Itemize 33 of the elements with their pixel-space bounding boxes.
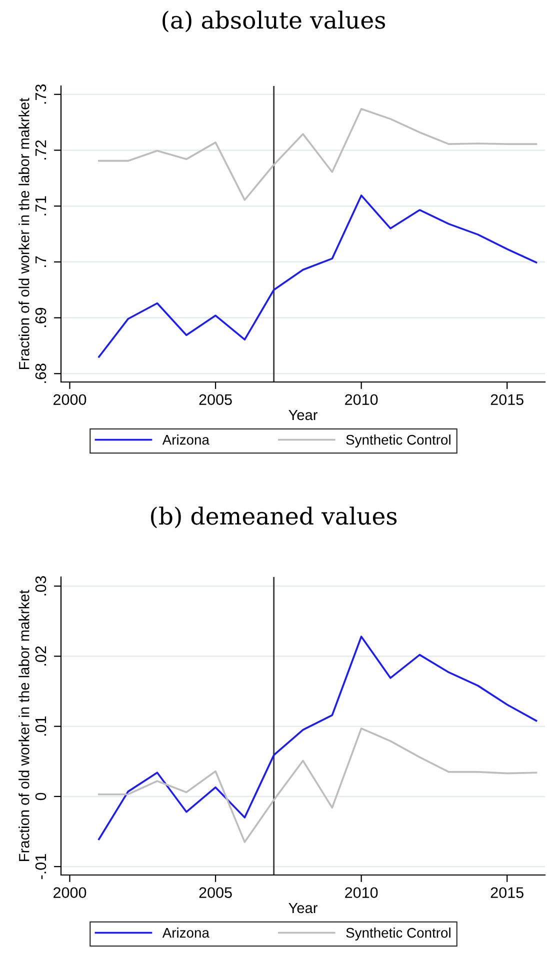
x-axis-title: Year (288, 902, 318, 914)
x-tick-label: 2000 (54, 394, 86, 406)
x-tick-label: 2015 (490, 394, 524, 406)
line-series (98, 636, 538, 840)
y-tick-label: .69 (35, 308, 46, 327)
x-tick-label: 2015 (490, 887, 524, 898)
y-tick-label: .73 (35, 84, 46, 104)
y-tick-label: .68 (35, 364, 46, 383)
x-tick-label: 2005 (199, 394, 232, 406)
x-axis-title: Year (288, 410, 318, 420)
legend-label: Arizona (162, 928, 210, 938)
x-tick-label: 2010 (345, 887, 378, 898)
x-tick-label: 2010 (345, 394, 378, 406)
chart-title: (a) absolute values (162, 10, 386, 32)
y-tick-label: .02 (35, 646, 46, 666)
y-tick-label: .7 (36, 256, 46, 267)
y-tick-label: .72 (35, 140, 46, 160)
y-tick-label: 0 (35, 792, 46, 800)
y-tick-label: -.01 (35, 854, 46, 880)
x-tick-label: 2000 (54, 887, 86, 898)
x-tick-label: 2005 (199, 887, 232, 898)
line-series (98, 194, 538, 358)
legend-label: Synthetic Control (346, 434, 450, 448)
legend-label: Synthetic Control (346, 928, 450, 940)
legend-label: Arizona (162, 434, 210, 445)
y-tick-label: .03 (35, 576, 46, 596)
y-axis-title: Fraction of old worker in the labor makrket (18, 98, 30, 369)
line-series (98, 108, 538, 201)
y-tick-label: .71 (36, 196, 46, 216)
y-axis-title: Fraction of old worker in the labor makrket (18, 590, 30, 861)
chart-title: (b) demeaned values (151, 506, 397, 528)
y-tick-label: .01 (35, 716, 46, 736)
line-series (98, 728, 538, 843)
